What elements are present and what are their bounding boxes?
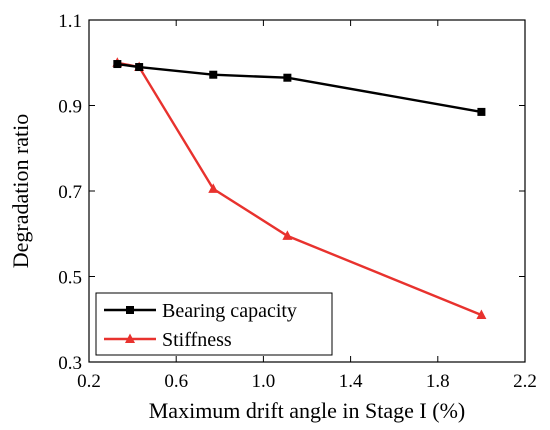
x-tick-label: 1.4 — [339, 371, 363, 392]
data-point — [283, 73, 292, 82]
legend-label-stiffness: Stiffness — [162, 329, 232, 351]
y-tick-label: 0.5 — [58, 268, 82, 289]
legend-marker — [126, 306, 134, 314]
x-tick-label: 1.8 — [426, 371, 450, 392]
series-line — [117, 61, 482, 317]
legend: Bearing capacity Stiffness — [95, 292, 333, 356]
x-tick-label: 0.6 — [164, 371, 188, 392]
legend-box — [95, 292, 333, 356]
legend-marker — [125, 333, 135, 343]
y-tick-label: 1.1 — [58, 11, 82, 32]
y-tick-label: 0.7 — [58, 182, 82, 203]
legend-marker-stiffness — [125, 333, 135, 343]
tick-labels: 0.2 0.6 1.0 1.4 1.8 2.2 0.3 0.5 0.7 0.9 1.1 — [58, 11, 537, 392]
x-tick-label: 1.0 — [252, 371, 276, 392]
y-axis-title: Degradation ratio — [8, 114, 33, 269]
x-axis-title: Maximum drift angle in Stage I (%) — [149, 398, 465, 423]
legend-label-bearing-capacity: Bearing capacity — [162, 300, 297, 322]
plot-frame — [88, 19, 526, 363]
data-point — [135, 63, 144, 72]
series-square — [113, 60, 486, 116]
y-tick-label: 0.3 — [58, 353, 82, 374]
x-tick-label: 2.2 — [513, 371, 537, 392]
data-point — [476, 309, 487, 319]
legend-marker-bearing-capacity — [126, 306, 134, 314]
series-line — [117, 62, 482, 114]
series-layer — [112, 57, 487, 319]
x-tick-label: 0.2 — [77, 371, 101, 392]
data-point — [208, 183, 219, 193]
data-point — [209, 70, 218, 79]
data-point — [477, 107, 486, 116]
data-point — [113, 60, 122, 69]
series-triangle — [112, 57, 487, 319]
data-point — [282, 230, 293, 240]
y-tick-label: 0.9 — [58, 97, 82, 118]
